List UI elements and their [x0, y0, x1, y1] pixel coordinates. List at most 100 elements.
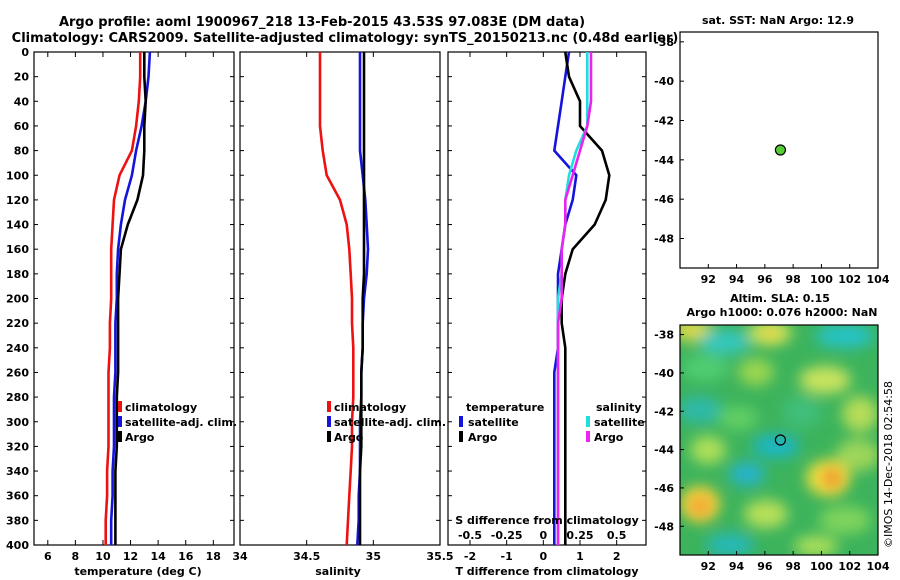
x-tick-label: 6 — [44, 550, 52, 563]
depth-tick-label: 200 — [6, 293, 29, 306]
legend-label-satellite: satellite-adj. clim. — [125, 416, 237, 429]
series-line-temperature-argo — [560, 51, 611, 545]
secondary-x-tick-label: 0.25 — [566, 529, 593, 542]
map-x-tick-label: 94 — [729, 560, 745, 573]
sla-title: Altim. SLA: 0.15 — [730, 292, 830, 305]
legend-swatch-sal-satellite — [586, 416, 590, 427]
depth-tick-label: 140 — [6, 219, 29, 232]
map-y-tick-label: -48 — [654, 520, 674, 533]
series-line-argo — [114, 52, 147, 545]
map-x-tick-label: 94 — [729, 273, 745, 286]
x-tick-label: -1 — [501, 550, 513, 563]
secondary-x-tick-label: -0.25 — [491, 529, 523, 542]
profile-title: Argo profile: aoml 1900967_218 13-Feb-20… — [59, 15, 585, 30]
depth-tick-label: 300 — [6, 416, 29, 429]
depth-tick-label: 80 — [14, 145, 30, 158]
map-y-tick-label: -44 — [654, 154, 674, 167]
sla-map-frame — [679, 324, 879, 556]
map-x-tick-label: 96 — [757, 273, 773, 286]
x-tick-label: 14 — [150, 550, 166, 563]
series-line-climatology — [104, 52, 142, 545]
map-y-tick-label: -40 — [654, 75, 674, 88]
map-y-tick-label: -42 — [654, 405, 674, 418]
map-x-tick-label: 104 — [867, 273, 890, 286]
depth-tick-label: 120 — [6, 194, 29, 207]
salinity-legend: climatology satellite-adj. clim. Argo — [327, 401, 446, 444]
depth-tick-label: 400 — [6, 539, 29, 552]
depth-tick-label: 40 — [14, 95, 30, 108]
map-y-tick-label: -38 — [654, 36, 674, 49]
salinity-frame — [239, 51, 441, 546]
depth-axis-ticks: 0 20 40 60 80 100 120 140 160 180 200 220 240 260 280 3… — [6, 46, 29, 552]
temperature-xlabel: temperature (deg C) — [74, 565, 201, 578]
legend-label-climatology: climatology — [334, 401, 406, 414]
legend-swatch-sal-argo — [586, 431, 590, 442]
difference-xlabel: T difference from climatology — [455, 565, 638, 578]
map-x-tick-label: 100 — [810, 273, 833, 286]
depth-tick-label: 240 — [6, 342, 29, 355]
depth-tick-label: 260 — [6, 366, 29, 379]
legend-swatch-climatology — [327, 401, 331, 412]
depth-tick-label: 380 — [6, 514, 29, 527]
temperature-legend: climatology satellite-adj. clim. Argo — [118, 401, 237, 444]
series-line-salinity-argo — [556, 52, 593, 545]
x-tick-label: 8 — [72, 550, 80, 563]
legend-swatch-satellite — [327, 416, 331, 427]
legend-label-argo: Argo — [125, 431, 155, 444]
x-tick-label: 34 — [232, 550, 248, 563]
sst-map-frame — [679, 31, 879, 269]
x-tick-label: 2 — [613, 550, 621, 563]
legend-label-climatology: climatology — [125, 401, 197, 414]
legend-label-sal-argo: Argo — [594, 431, 624, 444]
legend-title-temperature: temperature — [466, 401, 544, 414]
map-y-tick-label: -38 — [654, 329, 674, 342]
secondary-x-tick-label: -0.5 — [458, 529, 482, 542]
map-x-tick-label: 102 — [838, 560, 861, 573]
difference-secondary-xlabel: S difference from climatology — [455, 514, 639, 527]
sst-title: sat. SST: NaN Argo: 12.9 — [702, 14, 854, 27]
depth-tick-label: 360 — [6, 490, 29, 503]
x-tick-label: 35.5 — [426, 550, 453, 563]
map-x-tick-label: 92 — [701, 273, 716, 286]
secondary-x-tick-label: 0.5 — [607, 529, 627, 542]
depth-tick-label: 20 — [14, 71, 30, 84]
depth-tick-label: 100 — [6, 169, 29, 182]
depth-tick-label: 220 — [6, 317, 29, 330]
legend-swatch-satellite — [118, 416, 122, 427]
temperature-frame — [33, 51, 235, 546]
secondary-x-tick-label: 0 — [540, 529, 548, 542]
map-y-tick-label: -48 — [654, 233, 674, 246]
x-tick-label: 1 — [576, 550, 584, 563]
sst-map-panel: sat. SST: NaN Argo: 12.9 92 94 96 98 100 102 1… — [654, 14, 890, 286]
legend-swatch-argo — [118, 431, 122, 442]
map-y-tick-label: -44 — [654, 444, 674, 457]
map-y-tick-label: -46 — [654, 193, 674, 206]
x-tick-label: 12 — [123, 550, 138, 563]
depth-tick-label: 320 — [6, 440, 29, 453]
climatology-title: Climatology: CARS2009. Satellite-adjuste… — [12, 31, 679, 46]
x-tick-label: 34.5 — [293, 550, 320, 563]
sla-heatmap — [680, 325, 878, 555]
x-tick-label: 10 — [95, 550, 111, 563]
temperature-panel: 6 8 10 12 14 16 18 temperature (deg C) climato… — [33, 51, 237, 578]
series-line-climatology — [318, 52, 355, 546]
legend-label-satellite: satellite-adj. clim. — [334, 416, 446, 429]
legend-label-temp-argo: Argo — [468, 431, 498, 444]
legend-swatch-temp-argo — [459, 431, 463, 442]
difference-legend: temperature satellite Argo salinity sate… — [459, 401, 645, 444]
x-tick-label: 18 — [206, 550, 221, 563]
depth-tick-label: 280 — [6, 391, 29, 404]
map-x-tick-label: 100 — [810, 560, 833, 573]
salinity-panel: 34 34.5 35 35.5 salinity climatology satell… — [232, 51, 454, 578]
sla-map-panel: Altim. SLA: 0.15 Argo h1000: 0.076 h2000… — [654, 292, 890, 573]
depth-tick-label: 340 — [6, 465, 29, 478]
x-tick-label: 16 — [178, 550, 194, 563]
map-x-tick-label: 96 — [757, 560, 773, 573]
sla-subtitle: Argo h1000: 0.076 h2000: NaN — [686, 306, 877, 319]
series-line-argo — [358, 52, 366, 545]
depth-tick-label: 0 — [21, 46, 29, 59]
legend-label-sal-satellite: satellite — [594, 416, 645, 429]
map-y-tick-label: -40 — [654, 367, 674, 380]
legend-swatch-climatology — [118, 401, 122, 412]
